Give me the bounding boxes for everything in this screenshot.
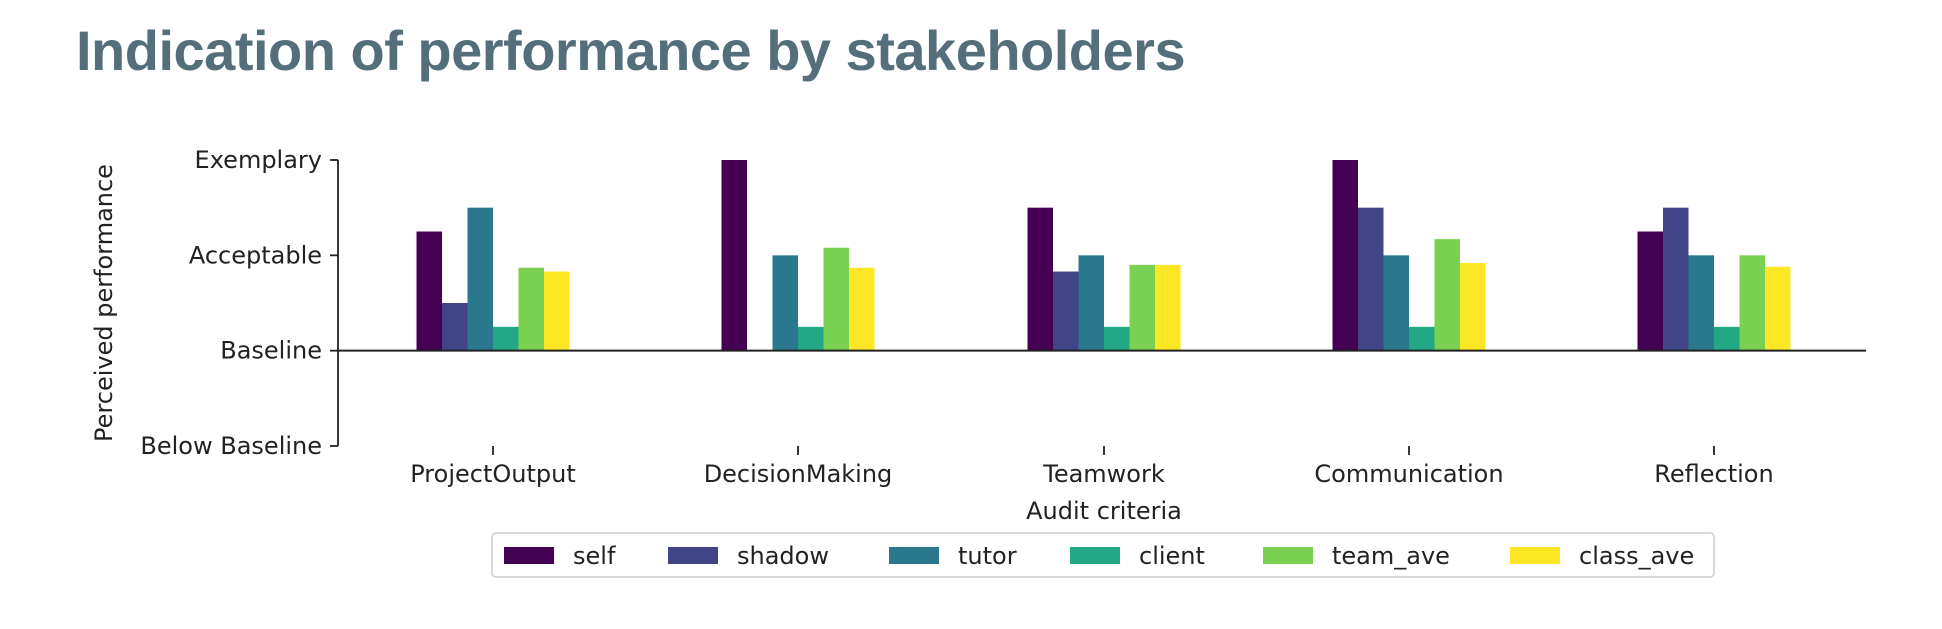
- legend: self shadow tutor client team_ave class_ave: [491, 532, 1715, 578]
- bar-tutor-Reflection: [1688, 255, 1714, 351]
- legend-label-tutor: tutor: [958, 542, 1017, 570]
- bar-class_ave-Communication: [1460, 262, 1486, 351]
- bar-self-Reflection: [1637, 231, 1663, 351]
- legend-swatch-team_ave: [1263, 547, 1313, 564]
- bar-self-Teamwork: [1027, 207, 1053, 351]
- y-tick-label: Baseline: [220, 337, 322, 365]
- bar-shadow-Communication: [1358, 207, 1384, 351]
- bars: [416, 160, 1791, 351]
- y-axis: Below Baseline Baseline Acceptable Exemplar…: [140, 146, 339, 460]
- bar-tutor-Teamwork: [1078, 255, 1104, 351]
- legend-label-shadow: shadow: [737, 542, 829, 570]
- y-tick-label: Acceptable: [189, 241, 322, 269]
- y-tick-label: Exemplary: [195, 146, 322, 174]
- bar-shadow-Reflection: [1663, 207, 1689, 351]
- legend-label-team_ave: team_ave: [1332, 542, 1450, 570]
- x-tick-label: DecisionMaking: [704, 460, 893, 488]
- bar-shadow-ProjectOutput: [442, 303, 468, 351]
- bar-tutor-ProjectOutput: [467, 207, 493, 351]
- bar-shadow-Teamwork: [1053, 271, 1079, 351]
- bar-class_ave-DecisionMaking: [849, 267, 875, 351]
- legend-swatch-shadow: [668, 547, 718, 564]
- bar-client-Communication: [1409, 326, 1435, 351]
- legend-label-class_ave: class_ave: [1579, 542, 1694, 570]
- x-tick-label: Teamwork: [1042, 460, 1165, 488]
- legend-swatch-client: [1070, 547, 1120, 564]
- x-tick-label: ProjectOutput: [410, 460, 575, 488]
- bar-team_ave-ProjectOutput: [518, 267, 544, 351]
- bar-team_ave-Reflection: [1739, 255, 1765, 351]
- x-axis: ProjectOutput DecisionMaking Teamwork Commu…: [410, 446, 1774, 488]
- bar-team_ave-DecisionMaking: [823, 247, 849, 351]
- y-tick-label: Below Baseline: [140, 432, 322, 460]
- bar-self-Communication: [1332, 160, 1358, 351]
- bar-class_ave-Reflection: [1765, 266, 1791, 351]
- legend-swatch-class_ave: [1510, 547, 1560, 564]
- x-tick-label: Communication: [1314, 460, 1503, 488]
- x-tick-label: Reflection: [1654, 460, 1773, 488]
- legend-swatch-self: [504, 547, 554, 564]
- legend-swatch-tutor: [889, 547, 939, 564]
- legend-label-client: client: [1139, 542, 1205, 570]
- bar-tutor-Communication: [1383, 255, 1409, 351]
- y-axis-label: Perceived performance: [90, 164, 118, 442]
- legend-label-self: self: [573, 542, 616, 570]
- bar-tutor-DecisionMaking: [772, 255, 798, 351]
- bar-client-Teamwork: [1104, 326, 1130, 351]
- bar-class_ave-Teamwork: [1155, 264, 1181, 351]
- bar-team_ave-Communication: [1434, 239, 1460, 351]
- bar-self-ProjectOutput: [416, 231, 442, 351]
- bar-class_ave-ProjectOutput: [544, 271, 570, 351]
- page-title: Indication of performance by stakeholder…: [76, 19, 1186, 82]
- bar-team_ave-Teamwork: [1129, 264, 1155, 351]
- bar-self-DecisionMaking: [721, 160, 747, 351]
- bar-client-Reflection: [1714, 326, 1740, 351]
- bar-client-ProjectOutput: [493, 326, 519, 351]
- x-axis-label: Audit criteria: [1026, 497, 1182, 525]
- bar-client-DecisionMaking: [798, 326, 824, 351]
